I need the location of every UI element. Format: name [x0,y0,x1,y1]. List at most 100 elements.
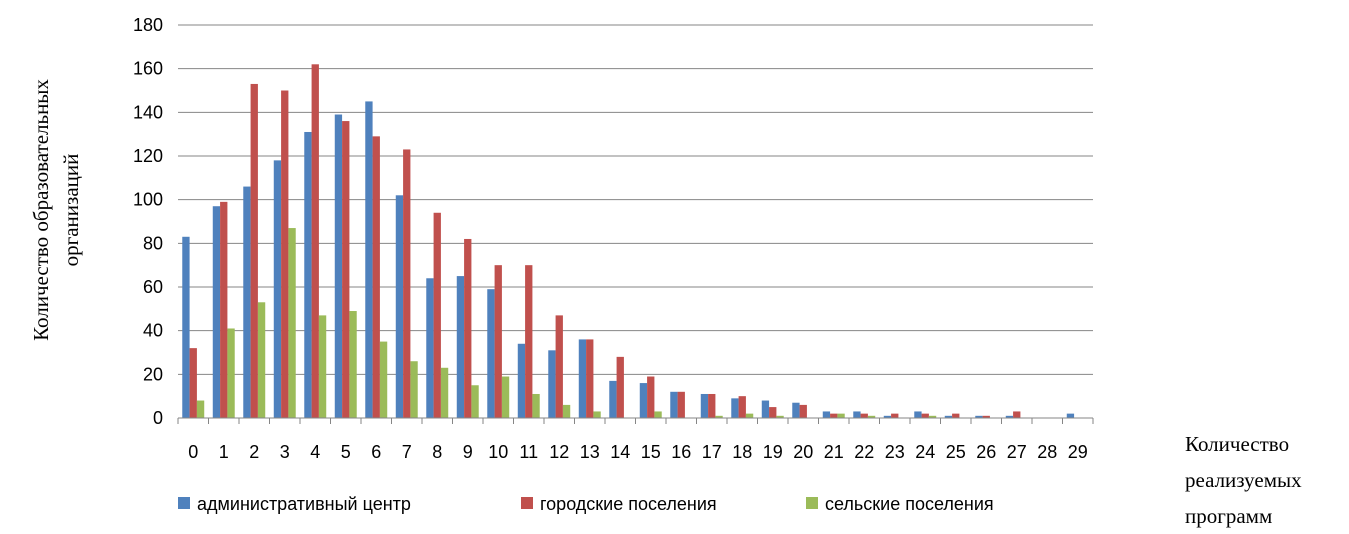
x-tick-label: 16 [671,442,691,462]
bar-admin-center [944,415,953,418]
bar-admin-center [365,101,373,419]
grid-lines [178,24,1093,375]
bar-admin-center [700,393,709,418]
x-tick-label: 12 [549,442,569,462]
bar-urban [952,413,960,418]
x-tick-label: 18 [732,442,752,462]
x-tick-label: 14 [610,442,630,462]
bar-urban [250,83,258,418]
x-axis-title-line2: реализуемых [1185,468,1302,492]
y-tick-label: 60 [143,277,163,297]
bar-urban [982,415,990,418]
y-tick-label: 80 [143,233,163,253]
bar-admin-center [426,278,434,418]
bars [182,64,1075,419]
bar-urban [342,121,350,419]
bar-admin-center [273,160,282,418]
bar-rural [288,228,296,418]
x-tick-label: 9 [463,442,473,462]
bar-admin-center [609,380,617,418]
y-axis-ticks: 0 20 40 60 80 100 120 140 160 180 [133,15,163,428]
bar-rural [501,376,510,418]
bar-admin-center [243,186,251,418]
bar-rural [318,315,327,418]
bar-admin-center [731,398,739,418]
y-axis-title: Количество образовательных организаций [29,79,83,341]
bar-rural [379,341,388,418]
x-tick-label: 19 [763,442,783,462]
y-tick-label: 100 [133,190,163,210]
bar-urban [799,404,807,418]
bar-urban [830,413,838,418]
x-tick-label: 15 [641,442,661,462]
x-axis-title-line3: программ [1185,504,1273,528]
bar-admin-center [304,131,312,418]
x-axis-tick-marks [177,418,1094,424]
bar-urban [1013,411,1021,418]
bar-rural [928,415,937,418]
bar-urban [921,413,929,418]
bar-rural [410,361,418,418]
y-tick-label: 40 [143,321,163,341]
bar-admin-center [578,339,587,418]
bar-urban [494,265,502,418]
y-tick-label: 20 [143,364,163,384]
bar-rural [532,393,540,418]
bar-urban [708,393,716,418]
bar-rural [257,302,266,418]
x-tick-label: 3 [280,442,290,462]
bar-rural [867,415,876,418]
bar-rural [837,413,845,418]
bar-urban [555,315,563,418]
x-tick-label: 10 [488,442,508,462]
bar-urban [525,265,533,418]
bar-admin-center [853,411,861,418]
x-tick-label: 28 [1037,442,1057,462]
x-tick-label: 0 [188,442,198,462]
y-axis-title-line1: Количество образовательных [29,79,53,341]
bar-admin-center [1066,413,1075,418]
x-tick-label: 26 [976,442,996,462]
y-tick-label: 160 [133,59,163,79]
bar-rural [471,385,479,418]
bar-urban [281,90,289,418]
x-tick-label: 8 [432,442,442,462]
y-tick-label: 140 [133,102,163,122]
x-tick-label: 5 [341,442,351,462]
bar-urban [220,201,228,418]
bar-rural [654,411,662,418]
bar-urban [616,356,624,418]
bar-admin-center [182,236,190,418]
bar-urban [647,376,655,418]
bar-admin-center [822,411,831,418]
x-tick-label: 20 [793,442,813,462]
y-axis-title-line2: организаций [59,154,83,267]
bar-admin-center [517,343,526,418]
x-tick-label: 23 [885,442,905,462]
x-tick-label: 27 [1007,442,1027,462]
legend-label: городские поселения [540,494,717,514]
bar-urban [311,64,319,419]
bar-admin-center [883,415,892,418]
bar-urban [372,136,380,418]
x-axis-title-line1: Количество [1185,432,1290,456]
bar-urban [433,212,441,418]
y-tick-label: 180 [133,15,163,35]
bar-rural [562,404,571,418]
bar-rural [196,400,205,418]
bar-rural [745,413,754,418]
legend-swatch [806,497,818,509]
x-tick-label: 6 [371,442,381,462]
x-tick-label: 29 [1068,442,1088,462]
x-tick-label: 24 [915,442,935,462]
bar-rural [440,367,449,418]
bar-admin-center [395,195,404,418]
bar-urban [189,348,197,418]
bar-urban [586,339,594,418]
bar-urban [769,407,777,418]
x-tick-label: 17 [702,442,722,462]
x-tick-label: 21 [824,442,844,462]
bar-rural [593,411,601,418]
x-axis-title: Количество реализуемых программ [1185,426,1335,534]
